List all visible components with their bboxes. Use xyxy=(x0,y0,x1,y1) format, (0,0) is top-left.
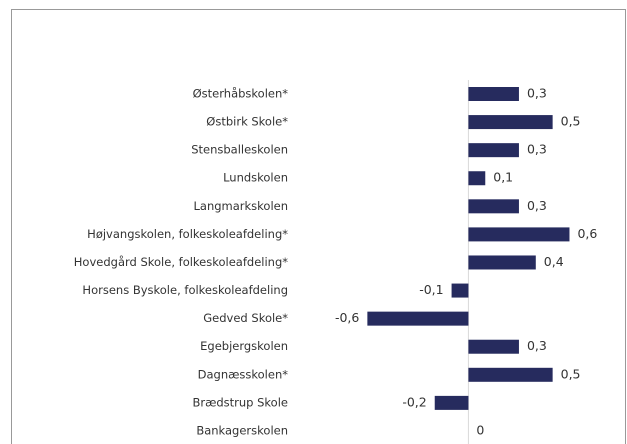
bar xyxy=(468,255,536,270)
value-label: 0,1 xyxy=(493,170,513,185)
category-label: Bankagerskolen xyxy=(196,423,288,437)
bar xyxy=(468,87,519,101)
value-label: 0,4 xyxy=(544,254,564,269)
value-label: 0,3 xyxy=(527,86,547,101)
category-label: Østerhåbskolen* xyxy=(193,87,289,101)
bar xyxy=(468,339,519,354)
value-label: -0,2 xyxy=(402,394,426,409)
category-label: Østbirk Skole* xyxy=(206,115,288,129)
bar xyxy=(468,199,519,214)
bar xyxy=(468,115,553,130)
bar xyxy=(468,171,486,186)
category-label: Dagnæsskolen* xyxy=(198,367,289,381)
category-label: Gedved Skole* xyxy=(203,311,288,325)
bar xyxy=(468,367,553,382)
category-label: Højvangskolen, folkeskoleafdeling* xyxy=(87,227,288,241)
bar xyxy=(367,311,469,326)
category-label: Stensballeskolen xyxy=(191,143,288,157)
value-label: 0,5 xyxy=(561,366,581,381)
category-label: Hovedgård Skole, folkeskoleafdeling* xyxy=(74,255,288,269)
value-label: 0,6 xyxy=(577,226,597,241)
value-label: -0,1 xyxy=(419,282,443,297)
value-label: 0 xyxy=(476,422,484,437)
bar xyxy=(468,143,519,158)
value-label: 0,3 xyxy=(527,142,547,157)
category-label: Langmarkskolen xyxy=(193,199,288,213)
category-label: Egebjergskolen xyxy=(200,339,288,353)
value-label: 0,3 xyxy=(527,338,547,353)
value-label: 0,5 xyxy=(561,114,581,129)
chart-frame xyxy=(11,9,626,444)
bar xyxy=(468,227,570,242)
value-label: 0,3 xyxy=(527,198,547,213)
bar xyxy=(434,395,469,410)
category-label: Horsens Byskole, folkeskoleafdeling xyxy=(82,283,288,297)
category-label: Brædstrup Skole xyxy=(192,395,288,409)
bar xyxy=(451,283,469,298)
value-label: -0,6 xyxy=(335,310,359,325)
category-label: Lundskolen xyxy=(223,171,288,185)
